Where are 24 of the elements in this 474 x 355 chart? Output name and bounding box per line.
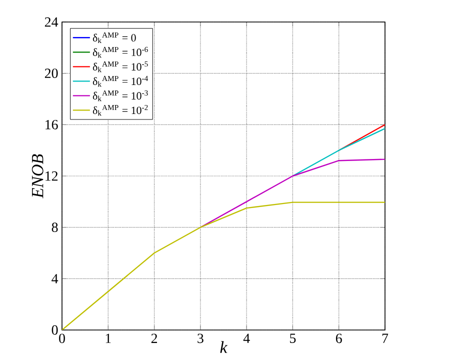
legend-label: δ$_{k}$$^{AMP}$ = 10$^{-5}$: [92, 61, 148, 72]
x-tick-label: 3: [198, 334, 204, 344]
y-tick-label: 24: [44, 17, 58, 27]
x-tick-label: 7: [382, 334, 388, 343]
x-tick-label: 4: [243, 334, 250, 343]
x-tick-label: 1: [106, 334, 111, 343]
legend-label: δ$_{k}$$^{AMP}$ = 10$^{-4}$: [92, 76, 148, 87]
x-axis-title: k: [220, 341, 228, 353]
y-tick-label: 0: [52, 325, 58, 335]
legend-label: δ$_{k}$$^{AMP}$ = 10$^{-3}$: [92, 90, 148, 102]
y-tick-label: 8: [52, 222, 58, 232]
x-tick-label: 5: [290, 334, 296, 343]
x-tick-label: 6: [336, 334, 342, 344]
line-series: [200, 158, 385, 228]
y-axis-title: ENOB: [32, 154, 44, 198]
x-tick-label: 0: [59, 334, 65, 344]
legend-label: δ$_{k}$$^{AMP}$ = 10$^{-2}$: [92, 104, 148, 116]
y-tick-label: 20: [44, 68, 58, 78]
y-tick-label: 16: [46, 120, 58, 130]
legend-label: δ$_{k}$$^{AMP}$ = 0: [92, 32, 136, 44]
x-tick-label: 2: [151, 334, 158, 343]
legend-label: δ$_{k}$$^{AMP}$ = 10$^{-6}$: [92, 46, 148, 58]
y-tick-label: 12: [46, 171, 58, 181]
y-tick-label: 4: [52, 274, 58, 284]
